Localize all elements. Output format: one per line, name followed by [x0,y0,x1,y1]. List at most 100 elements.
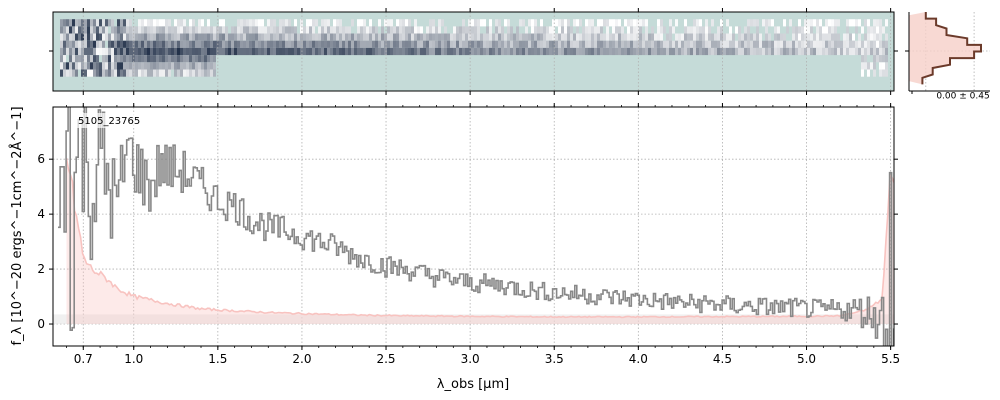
spectrum-2d-pixel [63,26,66,34]
spectrum-2d-pixel [615,26,618,34]
spectrum-2d-pixel [357,33,360,41]
spectrum-2d-pixel [738,47,741,56]
x-tick-label: 5.0 [797,352,816,366]
spectrum-2d-pixel [717,33,720,41]
spectrum-2d-pixel [522,33,525,41]
spectrum-2d-pixel [372,47,375,56]
spectrum-2d-pixel [585,26,588,34]
spectrum-2d-pixel [309,33,312,41]
spectrum-2d-pixel [363,40,366,48]
spectrum-2d-pixel [126,40,129,48]
spectrum-2d-pixel [375,26,378,34]
spectrum-2d-pixel [198,69,201,77]
spectrum-2d-pixel [705,40,708,48]
spectrum-2d-pixel [162,47,165,56]
spectrum-2d-pixel [297,33,300,41]
spectrum-2d-pixel [852,19,855,27]
spectrum-2d-pixel [537,26,540,34]
spectrum-2d-pixel [372,33,375,41]
spectrum-2d-pixel [255,33,258,41]
spectrum-2d-pixel [786,40,789,48]
spectrum-2d-pixel [66,69,69,77]
spectrum-2d-pixel [669,19,672,27]
spectrum-2d-pixel [873,19,876,27]
spectrum-2d-pixel [129,26,132,34]
spectrum-2d-pixel [174,26,177,34]
spectrum-2d-pixel [477,47,480,56]
spectrum-2d-pixel [831,40,834,48]
spectrum-2d-pixel [573,33,576,41]
spectrum-2d-pixel [693,33,696,41]
spectrum-2d-pixel [816,26,819,34]
spectrum-2d-pixel [180,62,183,70]
spectrum-2d-pixel [522,40,525,48]
spectrum-2d-pixel [81,62,84,70]
spectrum-2d-pixel [393,33,396,41]
spectrum-2d-pixel [348,40,351,48]
spectrum-2d-pixel [447,40,450,48]
spectrum-2d-pixel [645,40,648,48]
spectrum-2d-pixel [780,47,783,56]
spectrum-2d-pixel [168,33,171,41]
spectrum-2d-pixel [150,19,153,27]
spectrum-2d-pixel [165,40,168,48]
spectrum-2d-pixel [828,33,831,41]
spectrum-2d-pixel [273,33,276,41]
spectrum-2d-pixel [372,26,375,34]
spectrum-2d-pixel [810,26,813,34]
spectrum-2d-pixel [489,47,492,56]
spectrum-2d-pixel [246,26,249,34]
spectrum-2d-pixel [807,19,810,27]
spectrum-2d-pixel [333,19,336,27]
spectrum-2d-pixel [852,40,855,48]
spectrum-2d-pixel [414,19,417,27]
spectrum-2d-pixel [798,47,801,56]
spectrum-2d-pixel [828,19,831,27]
spectrum-2d-pixel [582,26,585,34]
spectrum-2d-pixel [141,47,144,56]
spectrum-2d-pixel [558,19,561,27]
spectrum-2d-pixel [750,19,753,27]
spectrum-2d-pixel [339,33,342,41]
spectrum-2d-pixel [807,33,810,41]
spectrum-2d-pixel [261,19,264,27]
spectrum-2d-pixel [336,19,339,27]
spectrum-2d-pixel [438,19,441,27]
spectrum-2d-pixel [693,19,696,27]
spectrum-2d-pixel [537,40,540,48]
spectrum-2d-pixel [180,55,183,63]
spectrum-2d-pixel [411,33,414,41]
spectrum-2d-pixel [870,40,873,48]
spectrum-2d-pixel [621,47,624,56]
y-tick-label: 0 [37,317,45,331]
spectrum-2d-pixel [255,26,258,34]
spectrum-2d-pixel [456,33,459,41]
spectrum-2d-pixel [540,33,543,41]
spectrum-2d-pixel [219,33,222,41]
spectrum-2d-pixel [156,19,159,27]
spectrum-2d-pixel [507,19,510,27]
spectrum-2d-pixel [855,40,858,48]
spectrum-2d-pixel [66,47,69,56]
spectrum-2d-pixel [462,19,465,27]
spectrum-2d-pixel [723,47,726,56]
spectrum-2d-pixel [303,47,306,56]
spectrum-2d-pixel [696,19,699,27]
spectrum-2d-pixel [150,40,153,48]
spectrum-2d-pixel [321,19,324,27]
spectrum-2d-pixel [105,69,108,77]
spectrum-2d-pixel [189,19,192,27]
spectrum-2d-pixel [852,47,855,56]
spectrum-2d-pixel [183,69,186,77]
spectrum-2d-pixel [606,47,609,56]
spectrum-2d-pixel [63,69,66,77]
spectrum-2d-pixel [183,40,186,48]
spectrum-2d-pixel [315,19,318,27]
spectrum-2d-pixel [234,47,237,56]
spectrum-2d-pixel [135,33,138,41]
spectrum-2d-pixel [66,19,69,27]
spectrum-2d-pixel [702,40,705,48]
spectrum-2d-pixel [756,19,759,27]
spectrum-2d-pixel [621,40,624,48]
spectrum-2d-pixel [405,26,408,34]
